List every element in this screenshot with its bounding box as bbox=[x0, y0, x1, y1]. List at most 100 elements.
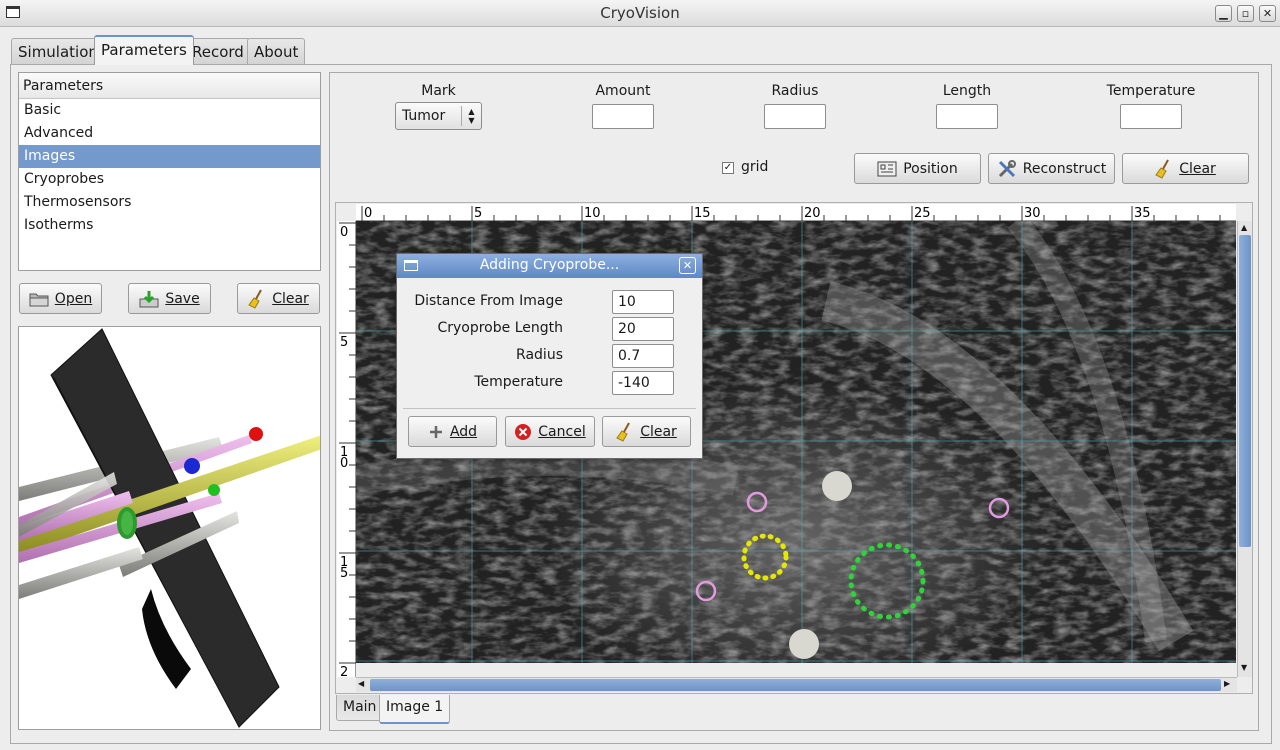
list-item-thermosensors[interactable]: Thermosensors bbox=[24, 194, 132, 210]
ruler-v-label: 2 bbox=[340, 665, 348, 677]
ruler-h-label: 35 bbox=[1134, 206, 1151, 221]
mark-combo[interactable]: Tumor ▲ ▼ bbox=[395, 102, 482, 130]
position-button[interactable]: Position bbox=[854, 153, 981, 184]
dialog-separator bbox=[403, 408, 696, 409]
isotherm-green[interactable] bbox=[848, 542, 926, 620]
dialog-radius-input[interactable]: 0.7 bbox=[612, 344, 674, 368]
ruler-h-label: 25 bbox=[914, 206, 931, 221]
horizontal-ruler: 0 5 10 15 20 25 30 35 bbox=[356, 204, 1236, 221]
clear-image-label: Clear bbox=[1179, 160, 1216, 177]
horizontal-scroll-thumb[interactable] bbox=[370, 679, 1221, 691]
length-label: Length bbox=[942, 83, 992, 99]
distance-label: Distance From Image bbox=[414, 293, 563, 309]
ruler-h-label: 10 bbox=[584, 206, 601, 221]
ruler-h-label: 20 bbox=[804, 206, 821, 221]
clear-image-button[interactable]: Clear bbox=[1122, 153, 1249, 184]
length-input[interactable] bbox=[936, 104, 998, 129]
list-item-isotherms[interactable]: Isotherms bbox=[24, 217, 94, 233]
dialog-cancel-button[interactable]: Cancel bbox=[505, 416, 595, 447]
ruler-v-label: 1 bbox=[340, 445, 348, 460]
scroll-left-icon[interactable]: ◀ bbox=[358, 679, 365, 688]
dialog-add-button[interactable]: Add bbox=[408, 416, 497, 447]
dialog-clear-button[interactable]: Clear bbox=[602, 416, 691, 447]
radius-label: Radius bbox=[771, 83, 819, 99]
horizontal-scrollbar[interactable]: ◀ ▶ bbox=[356, 677, 1237, 692]
broom-icon bbox=[248, 289, 263, 309]
folder-icon bbox=[29, 293, 49, 306]
marker-circle-large[interactable] bbox=[789, 629, 819, 659]
scroll-down-icon[interactable]: ▼ bbox=[1241, 663, 1248, 672]
dialog-temperature-label: Temperature bbox=[474, 374, 563, 390]
dialog-clear-label: Clear bbox=[640, 423, 677, 440]
list-item-basic[interactable]: Basic bbox=[24, 102, 62, 118]
plus-icon bbox=[429, 425, 442, 438]
marker-circle-large[interactable] bbox=[822, 471, 852, 501]
save-button[interactable]: Save bbox=[128, 283, 211, 314]
ruler-h-label: 0 bbox=[364, 206, 372, 221]
window-title: CryoVision bbox=[600, 4, 680, 22]
cancel-label: Cancel bbox=[538, 423, 586, 440]
ruler-v-label: 5 bbox=[340, 335, 348, 350]
probe-mark-pink[interactable] bbox=[988, 497, 1010, 519]
3d-view[interactable] bbox=[18, 326, 321, 730]
list-item-images[interactable]: Images bbox=[19, 145, 320, 168]
add-label: Add bbox=[449, 423, 478, 440]
tab-image-1[interactable]: Image 1 bbox=[379, 695, 451, 724]
clear-list-label: Clear bbox=[272, 290, 309, 307]
ruler-v-label: 5 bbox=[340, 566, 348, 581]
save-icon bbox=[139, 290, 159, 307]
list-item-advanced[interactable]: Advanced bbox=[24, 125, 94, 141]
probe-mark-pink[interactable] bbox=[695, 580, 717, 602]
broom-icon bbox=[1155, 159, 1170, 179]
tools-icon bbox=[998, 159, 1016, 177]
dialog-row-temperature: Temperature -140 bbox=[405, 371, 695, 395]
parameters-list-header: Parameters bbox=[19, 73, 320, 99]
tab-about[interactable]: About bbox=[247, 38, 306, 64]
open-label: Open bbox=[54, 290, 93, 307]
open-button[interactable]: Open bbox=[19, 283, 102, 314]
temperature-label: Temperature bbox=[1106, 83, 1196, 99]
dialog-row-distance: Distance From Image 10 bbox=[405, 290, 695, 314]
mark-label: Mark bbox=[421, 83, 456, 99]
minimize-button[interactable]: ▁ bbox=[1215, 5, 1232, 22]
maximize-button[interactable]: ▫ bbox=[1237, 5, 1254, 22]
scroll-up-icon[interactable]: ▲ bbox=[1241, 223, 1248, 232]
horizontal-ruler-ticks: 0 5 10 15 20 25 30 35 bbox=[361, 206, 1221, 221]
tab-main[interactable]: Main bbox=[336, 695, 384, 721]
dialog-window-icon bbox=[404, 260, 418, 271]
tab-parameters[interactable]: Parameters bbox=[94, 35, 194, 65]
distance-input[interactable]: 10 bbox=[612, 290, 674, 314]
adding-cryoprobe-dialog: Adding Cryoprobe... ✕ Distance From Imag… bbox=[396, 253, 703, 459]
save-label: Save bbox=[165, 290, 200, 307]
grid-checkbox[interactable]: ✓ bbox=[722, 162, 734, 174]
grid-label: grid bbox=[741, 159, 769, 175]
window-icon bbox=[6, 6, 20, 18]
cryoprobe-length-input[interactable]: 20 bbox=[612, 317, 674, 341]
ruler-v-label: 1 bbox=[340, 555, 348, 570]
ruler-h-label: 15 bbox=[694, 206, 711, 221]
title-bar: CryoVision ▁ ▫ ✕ bbox=[0, 0, 1280, 27]
3d-scene bbox=[19, 328, 320, 729]
dialog-radius-label: Radius bbox=[516, 347, 563, 363]
vertical-scroll-thumb[interactable] bbox=[1239, 235, 1251, 547]
dialog-title-bar: Adding Cryoprobe... ✕ bbox=[397, 254, 702, 278]
vertical-scrollbar[interactable]: ▲ ▼ bbox=[1237, 221, 1252, 677]
probe-mark-pink[interactable] bbox=[746, 491, 768, 513]
list-item-cryoprobes[interactable]: Cryoprobes bbox=[24, 171, 105, 187]
radius-input[interactable] bbox=[764, 104, 826, 129]
isotherm-yellow[interactable] bbox=[741, 533, 789, 581]
clear-list-button[interactable]: Clear bbox=[237, 283, 320, 314]
amount-input[interactable] bbox=[592, 104, 654, 129]
close-window-button[interactable]: ✕ bbox=[1259, 5, 1276, 22]
tab-record[interactable]: Record bbox=[185, 38, 251, 64]
dialog-close-icon[interactable]: ✕ bbox=[679, 257, 696, 274]
scroll-right-icon[interactable]: ▶ bbox=[1224, 679, 1231, 688]
temperature-input[interactable] bbox=[1120, 104, 1182, 129]
position-label: Position bbox=[903, 160, 958, 177]
dialog-temperature-input[interactable]: -140 bbox=[612, 371, 674, 395]
combo-arrows-icon: ▲ ▼ bbox=[461, 106, 481, 126]
dialog-row-radius: Radius 0.7 bbox=[405, 344, 695, 368]
reconstruct-button[interactable]: Reconstruct bbox=[988, 153, 1115, 184]
tab-simulation[interactable]: Simulation bbox=[11, 38, 105, 64]
